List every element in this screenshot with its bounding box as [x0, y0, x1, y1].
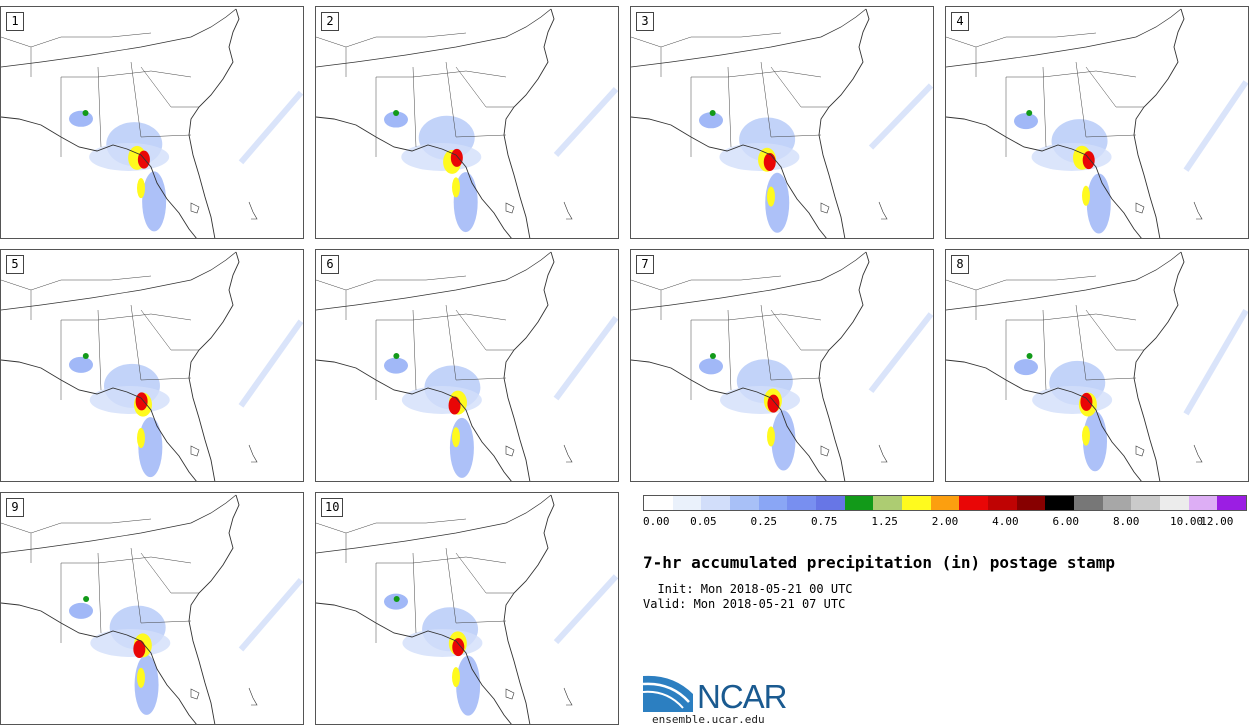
member-number-label: 1	[6, 12, 24, 31]
precip-map	[631, 251, 933, 481]
precip-map	[1, 494, 303, 724]
colorbar-tick-label: 8.00	[1112, 515, 1140, 528]
precip-map	[631, 8, 933, 238]
member-panel: 9	[0, 492, 304, 725]
member-number-label: 5	[6, 255, 24, 274]
colorbar-ticks: 0.00 0.05 0.25 0.75 1.25 2.00 4.00 6.00 8.00 10.0…	[643, 515, 1247, 529]
colorbar-tick-label: 0.00	[643, 515, 670, 528]
member-number-label: 7	[636, 255, 654, 274]
logo-text: NCAR	[697, 678, 788, 715]
colorbar-segment	[1102, 496, 1132, 510]
member-panel: 2	[315, 6, 619, 239]
init-time: Init: Mon 2018-05-21 00 UTC	[643, 582, 853, 596]
colorbar-segment	[1217, 496, 1247, 510]
member-panel: 7	[630, 249, 934, 482]
colorbar-segment	[1188, 496, 1218, 510]
member-number-label: 2	[321, 12, 339, 31]
member-panel: 5	[0, 249, 304, 482]
member-number-label: 4	[951, 12, 969, 31]
member-number-label: 10	[321, 498, 344, 517]
member-number-label: 6	[321, 255, 339, 274]
colorbar-segment	[844, 496, 874, 510]
colorbar-tick-label: 6.00	[1052, 515, 1080, 528]
member-panel: 4	[945, 6, 1249, 239]
colorbar-tick-label: 2.00	[931, 515, 959, 528]
colorbar-tick-label: 0.25	[750, 515, 778, 528]
colorbar-segment	[959, 496, 989, 510]
colorbar-segment	[930, 496, 960, 510]
colorbar-segment	[873, 496, 903, 510]
colorbar-segment	[701, 496, 731, 510]
site-url[interactable]: ensemble.ucar.edu	[652, 713, 765, 726]
valid-time: Valid: Mon 2018-05-21 07 UTC	[643, 597, 846, 611]
precip-map	[946, 8, 1248, 238]
precip-map	[316, 251, 618, 481]
member-panel: 3	[630, 6, 934, 239]
member-panel: 10	[315, 492, 619, 725]
ncar-logo-icon	[643, 675, 693, 712]
colorbar-tick-label: 0.75	[810, 515, 838, 528]
precip-map	[316, 494, 618, 724]
precip-colorbar	[643, 495, 1247, 511]
colorbar-segment	[1160, 496, 1189, 510]
member-panel: 8	[945, 249, 1249, 482]
member-number-label: 8	[951, 255, 969, 274]
colorbar-segment	[1016, 496, 1046, 510]
colorbar-segment	[1131, 496, 1161, 510]
precip-map	[1, 251, 303, 481]
member-panel: 6	[315, 249, 619, 482]
colorbar-tick-label: 12.00	[1200, 515, 1234, 528]
precip-map	[1, 8, 303, 238]
colorbar-tick-label: 0.05	[690, 515, 717, 528]
precip-map	[946, 251, 1248, 481]
colorbar-segment	[988, 496, 1017, 510]
colorbar-segment	[902, 496, 931, 510]
colorbar-segment	[644, 496, 673, 510]
colorbar-tick-label: 4.00	[992, 515, 1019, 528]
precip-map	[316, 8, 618, 238]
colorbar-segment	[758, 496, 788, 510]
colorbar-tick-label: 10.00	[1170, 515, 1204, 528]
colorbar-segment	[787, 496, 817, 510]
member-number-label: 3	[636, 12, 654, 31]
colorbar-segment	[730, 496, 759, 510]
chart-title: 7-hr accumulated precipitation (in) post…	[643, 553, 1116, 572]
member-panel: 1	[0, 6, 304, 239]
colorbar-tick-label: 1.25	[871, 515, 898, 528]
member-number-label: 9	[6, 498, 24, 517]
colorbar-segment	[1045, 496, 1075, 510]
colorbar-segment	[672, 496, 702, 510]
colorbar-segment	[816, 496, 845, 510]
colorbar-segment	[1074, 496, 1103, 510]
